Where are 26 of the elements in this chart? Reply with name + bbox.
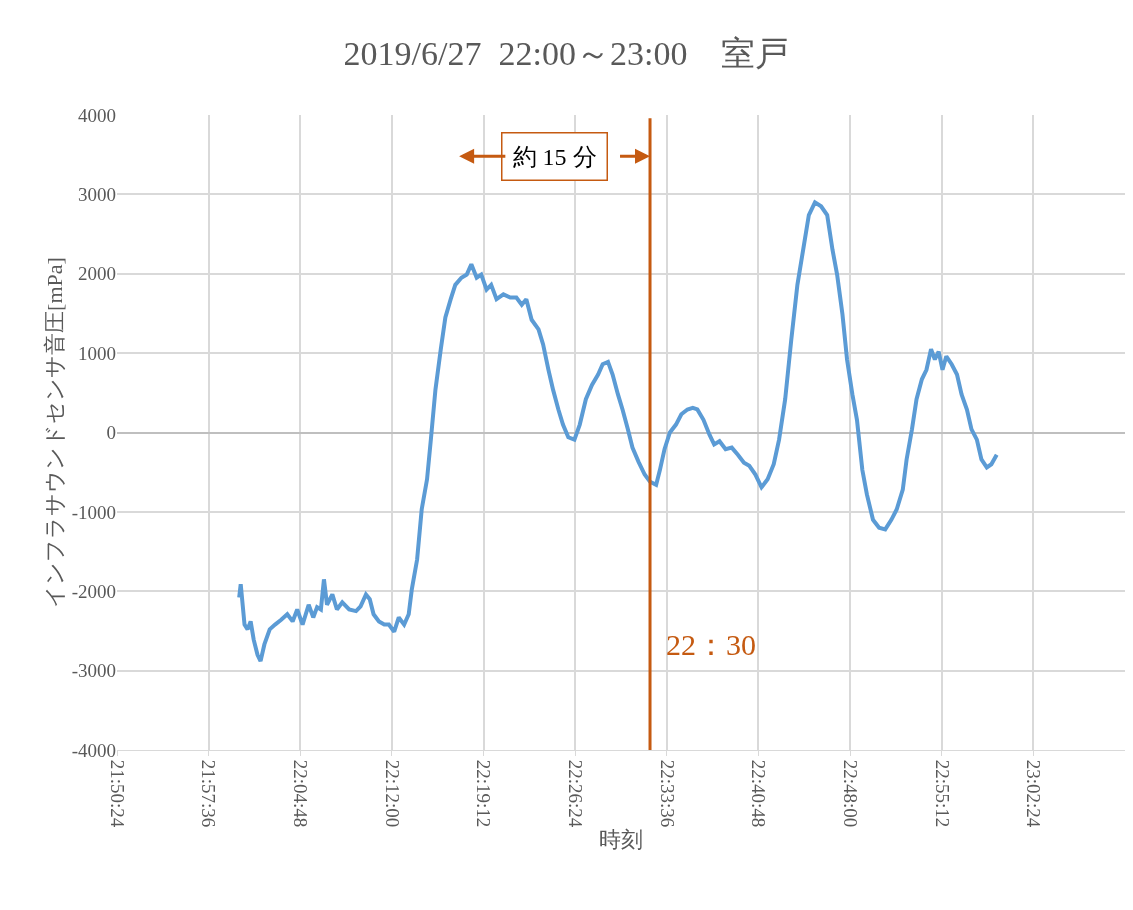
x-tick-label: 22:19:12 xyxy=(473,759,495,828)
x-axis-title: 時刻 xyxy=(599,826,643,852)
annotation: 約 15 分 xyxy=(512,143,597,170)
line-series xyxy=(237,200,999,664)
chart-title: 2019/6/27 22:00～23:00 室戸 xyxy=(343,34,790,72)
y-tick-label: 0 xyxy=(106,422,116,444)
y-tick-label: -4000 xyxy=(71,739,116,761)
x-tick-label: 22:40:48 xyxy=(748,759,770,828)
x-tick-label: 21:57:36 xyxy=(198,759,220,828)
y-axis-title: インフラサウンドセンサ音圧[mPa] xyxy=(42,257,68,608)
x-tick-label: 22:04:48 xyxy=(290,759,312,828)
y-tick-label: 2000 xyxy=(78,263,116,285)
x-tick-label: 22:48:00 xyxy=(839,759,861,828)
y-tick-label: 4000 xyxy=(78,104,116,126)
y-tick-label: 1000 xyxy=(78,342,116,364)
y-tick-label: 3000 xyxy=(78,184,116,206)
x-tick-label: 22:12:00 xyxy=(381,759,403,828)
x-tick-label: 22:55:12 xyxy=(931,759,953,828)
x-tick-label: 23:02:24 xyxy=(1023,759,1045,828)
x-tick-label: 22:33:36 xyxy=(656,759,678,828)
y-tick-label: -3000 xyxy=(71,660,116,682)
x-tick-label: 22:26:24 xyxy=(565,759,587,828)
y-tick-label: -1000 xyxy=(71,501,116,523)
x-tick-label: 21:50:24 xyxy=(106,759,128,828)
y-tick-label: -2000 xyxy=(71,580,116,602)
ref-line-label: 22：30 xyxy=(666,628,756,661)
